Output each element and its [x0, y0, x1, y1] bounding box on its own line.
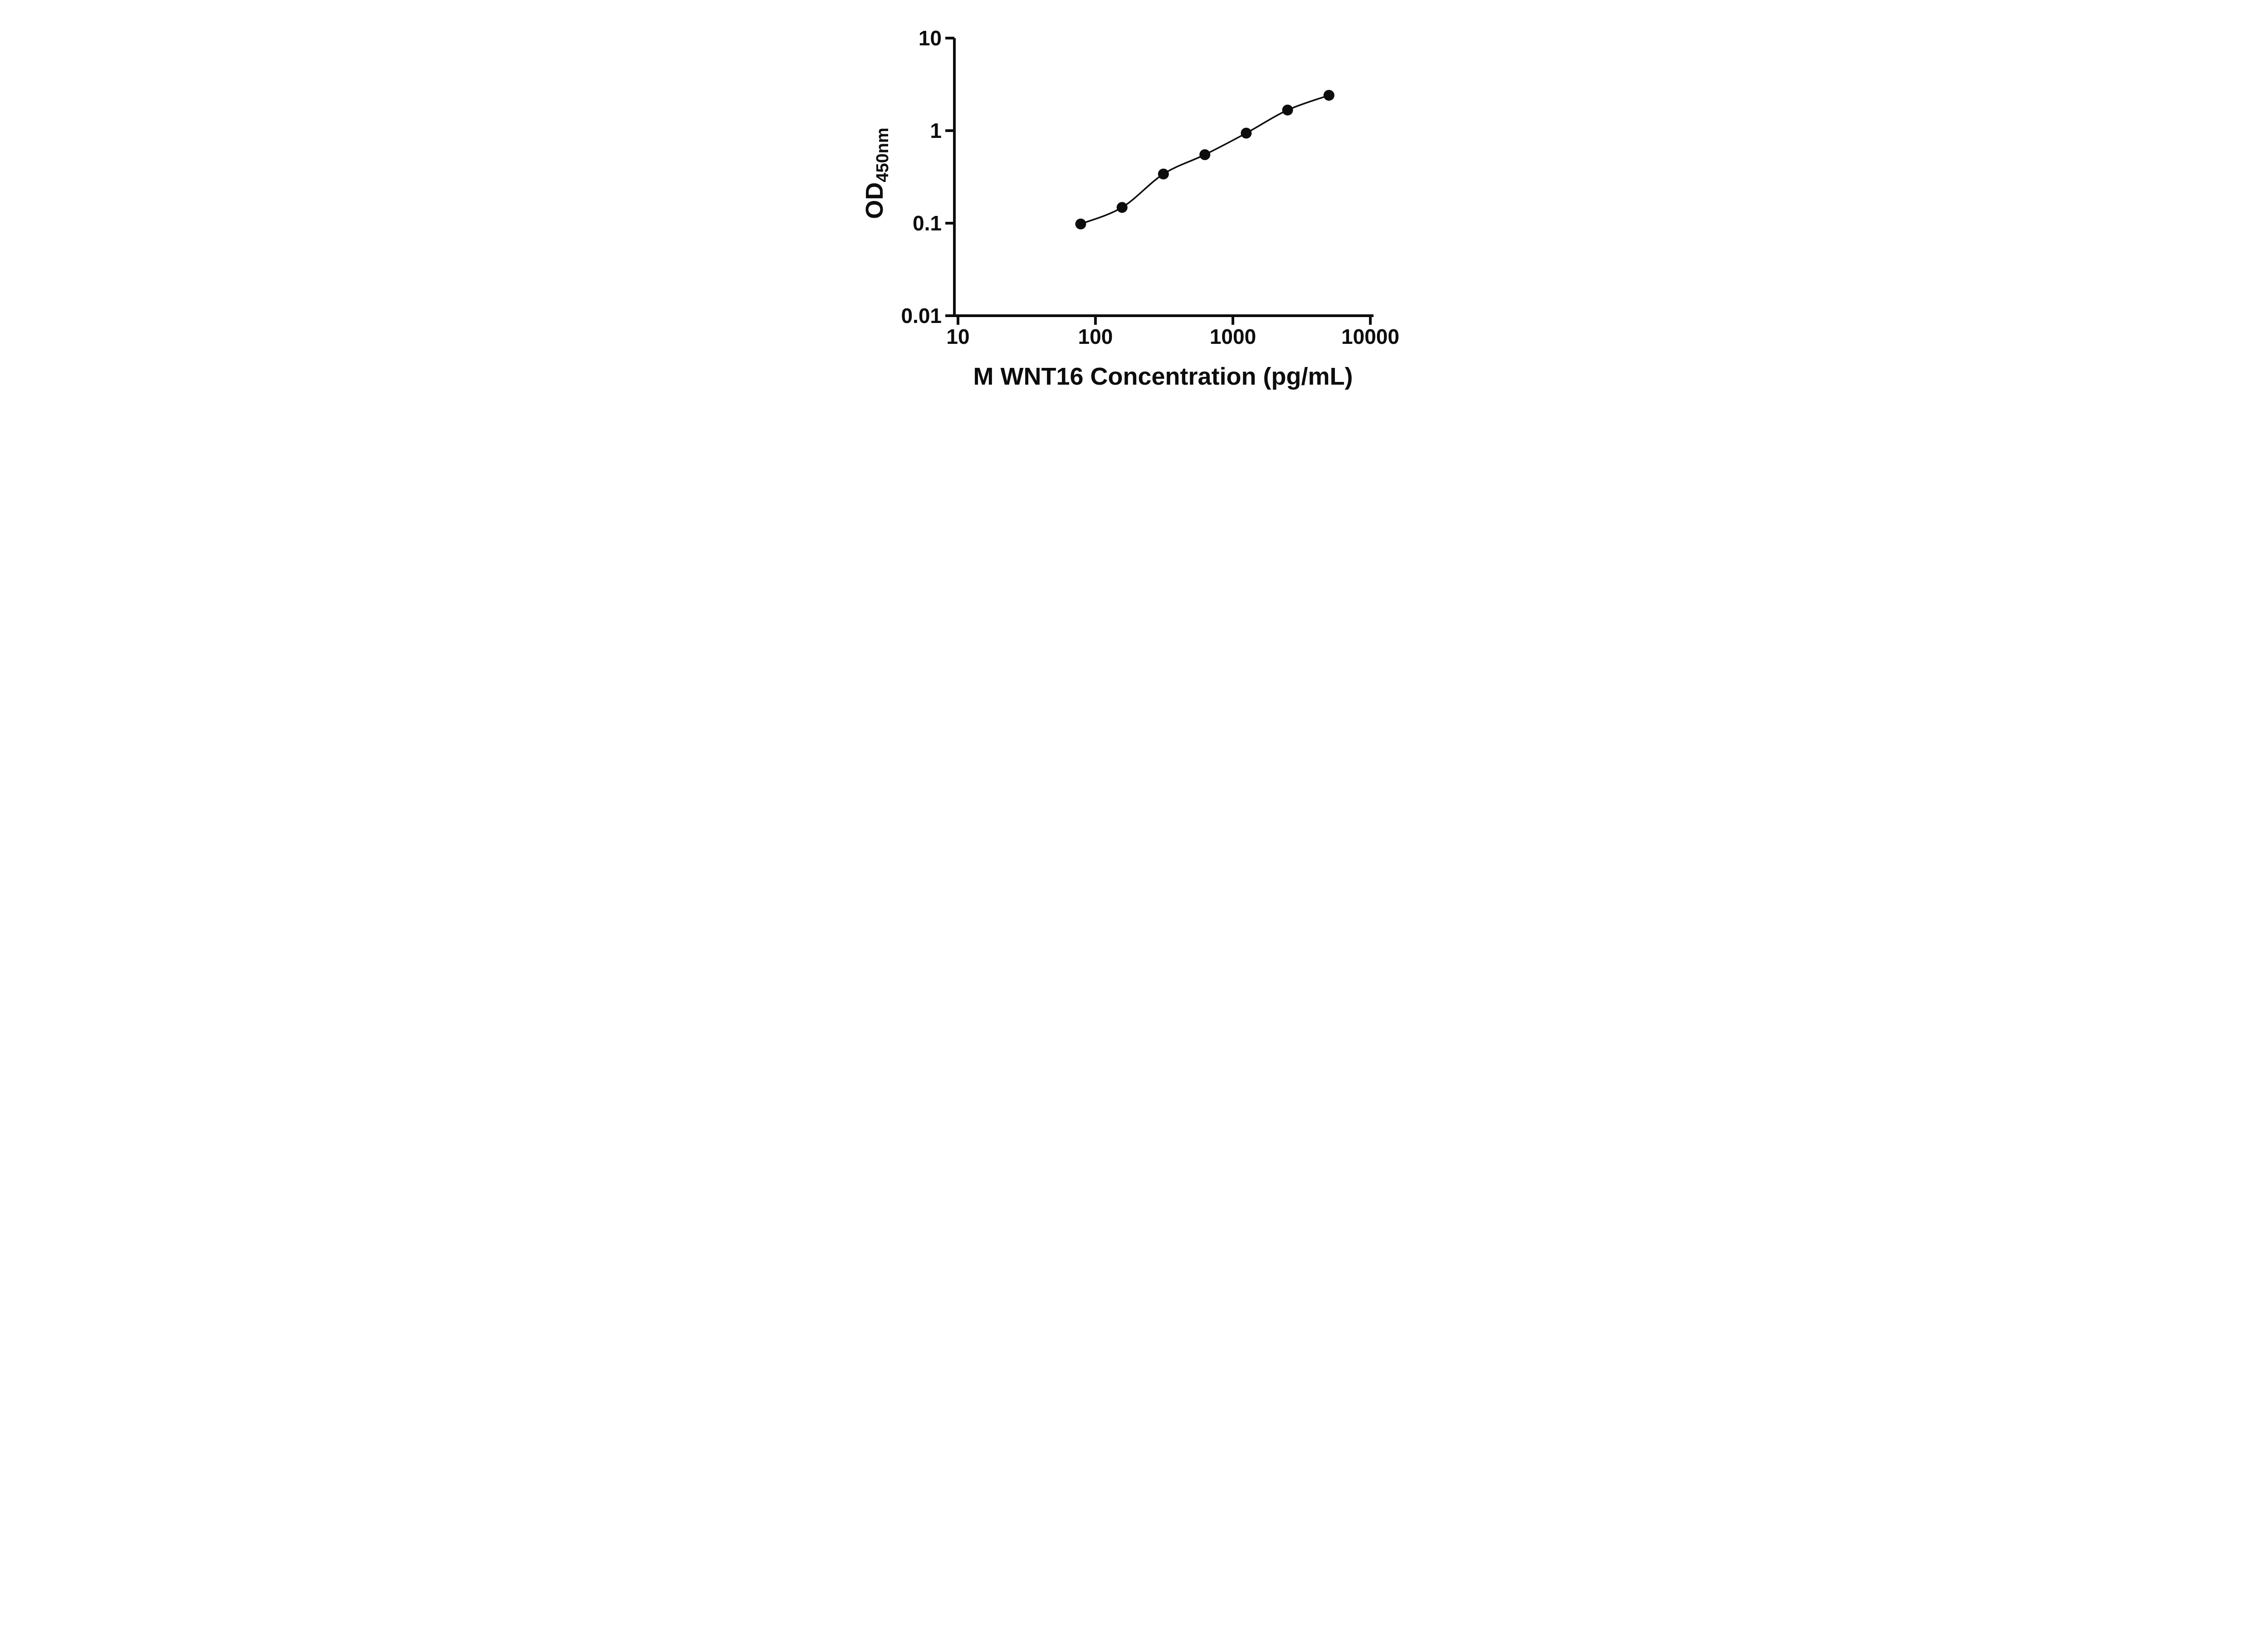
data-point	[1075, 218, 1086, 230]
data-point	[1199, 149, 1210, 160]
x-tick-label: 10	[946, 325, 969, 348]
data-point	[1282, 104, 1293, 116]
x-tick-label: 100	[1078, 325, 1113, 348]
elisa-standard-curve-figure: M WNT16 Concentration (pg/mL) OD450nm 10…	[842, 0, 1426, 408]
data-point	[1158, 168, 1169, 180]
y-tick-label: 0.1	[913, 211, 942, 235]
y-tick-label: 1	[930, 119, 942, 142]
y-axis-title: OD450nm	[861, 127, 892, 219]
y-axis-title-subscript: 450nm	[873, 127, 892, 182]
x-tick-label: 1000	[1209, 325, 1256, 348]
y-tick-label: 10	[918, 26, 941, 50]
y-tick-label: 0.01	[901, 304, 942, 328]
data-point	[1240, 127, 1251, 139]
y-axis-title-main: OD	[861, 182, 888, 219]
x-tick-label: 10000	[1341, 325, 1399, 348]
x-axis-title: M WNT16 Concentration (pg/mL)	[973, 363, 1353, 390]
standard-curve-chart: M WNT16 Concentration (pg/mL) OD450nm 10…	[861, 26, 1399, 390]
data-point	[1323, 90, 1334, 101]
data-point	[1116, 202, 1128, 213]
